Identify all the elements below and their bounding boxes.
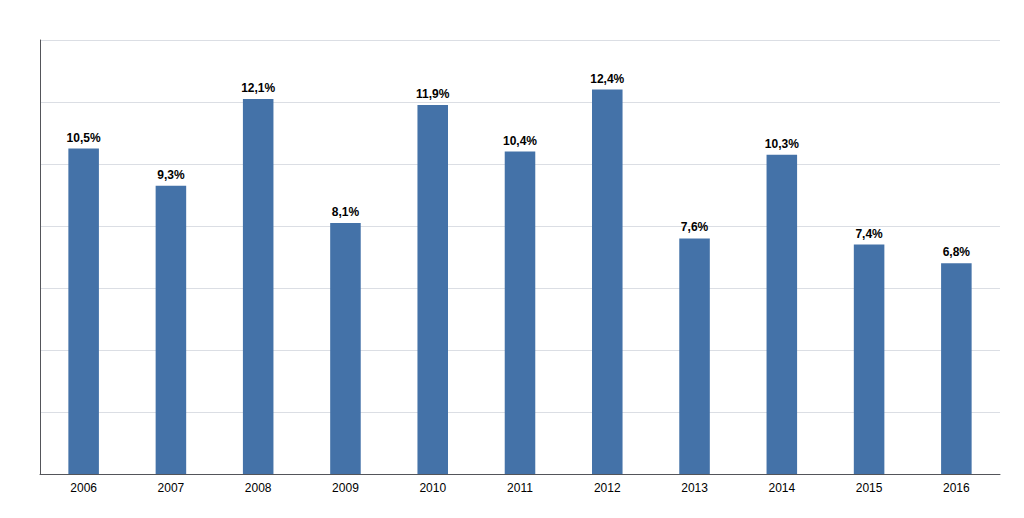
svg-text:2011: 2011 — [507, 481, 533, 495]
svg-text:7,6%: 7,6% — [681, 220, 709, 234]
svg-text:8,1%: 8,1% — [332, 205, 360, 219]
svg-text:10,4%: 10,4% — [503, 134, 537, 148]
svg-text:2006: 2006 — [70, 481, 97, 495]
svg-text:2007: 2007 — [158, 481, 185, 495]
svg-text:2014: 2014 — [768, 481, 795, 495]
svg-text:6,8%: 6,8% — [943, 245, 971, 259]
svg-text:2012: 2012 — [594, 481, 621, 495]
svg-text:7,4%: 7,4% — [855, 227, 883, 241]
svg-text:2008: 2008 — [245, 481, 272, 495]
svg-text:2016: 2016 — [943, 481, 970, 495]
svg-text:10,5%: 10,5% — [67, 131, 101, 145]
svg-text:10,3%: 10,3% — [765, 137, 799, 151]
svg-text:11,9%: 11,9% — [416, 87, 450, 101]
svg-text:9,3%: 9,3% — [157, 168, 185, 182]
svg-text:12,4%: 12,4% — [590, 72, 624, 86]
svg-text:2013: 2013 — [681, 481, 708, 495]
svg-text:12,1%: 12,1% — [241, 81, 275, 95]
svg-text:2009: 2009 — [332, 481, 359, 495]
svg-text:2010: 2010 — [419, 481, 446, 495]
svg-text:2015: 2015 — [856, 481, 883, 495]
